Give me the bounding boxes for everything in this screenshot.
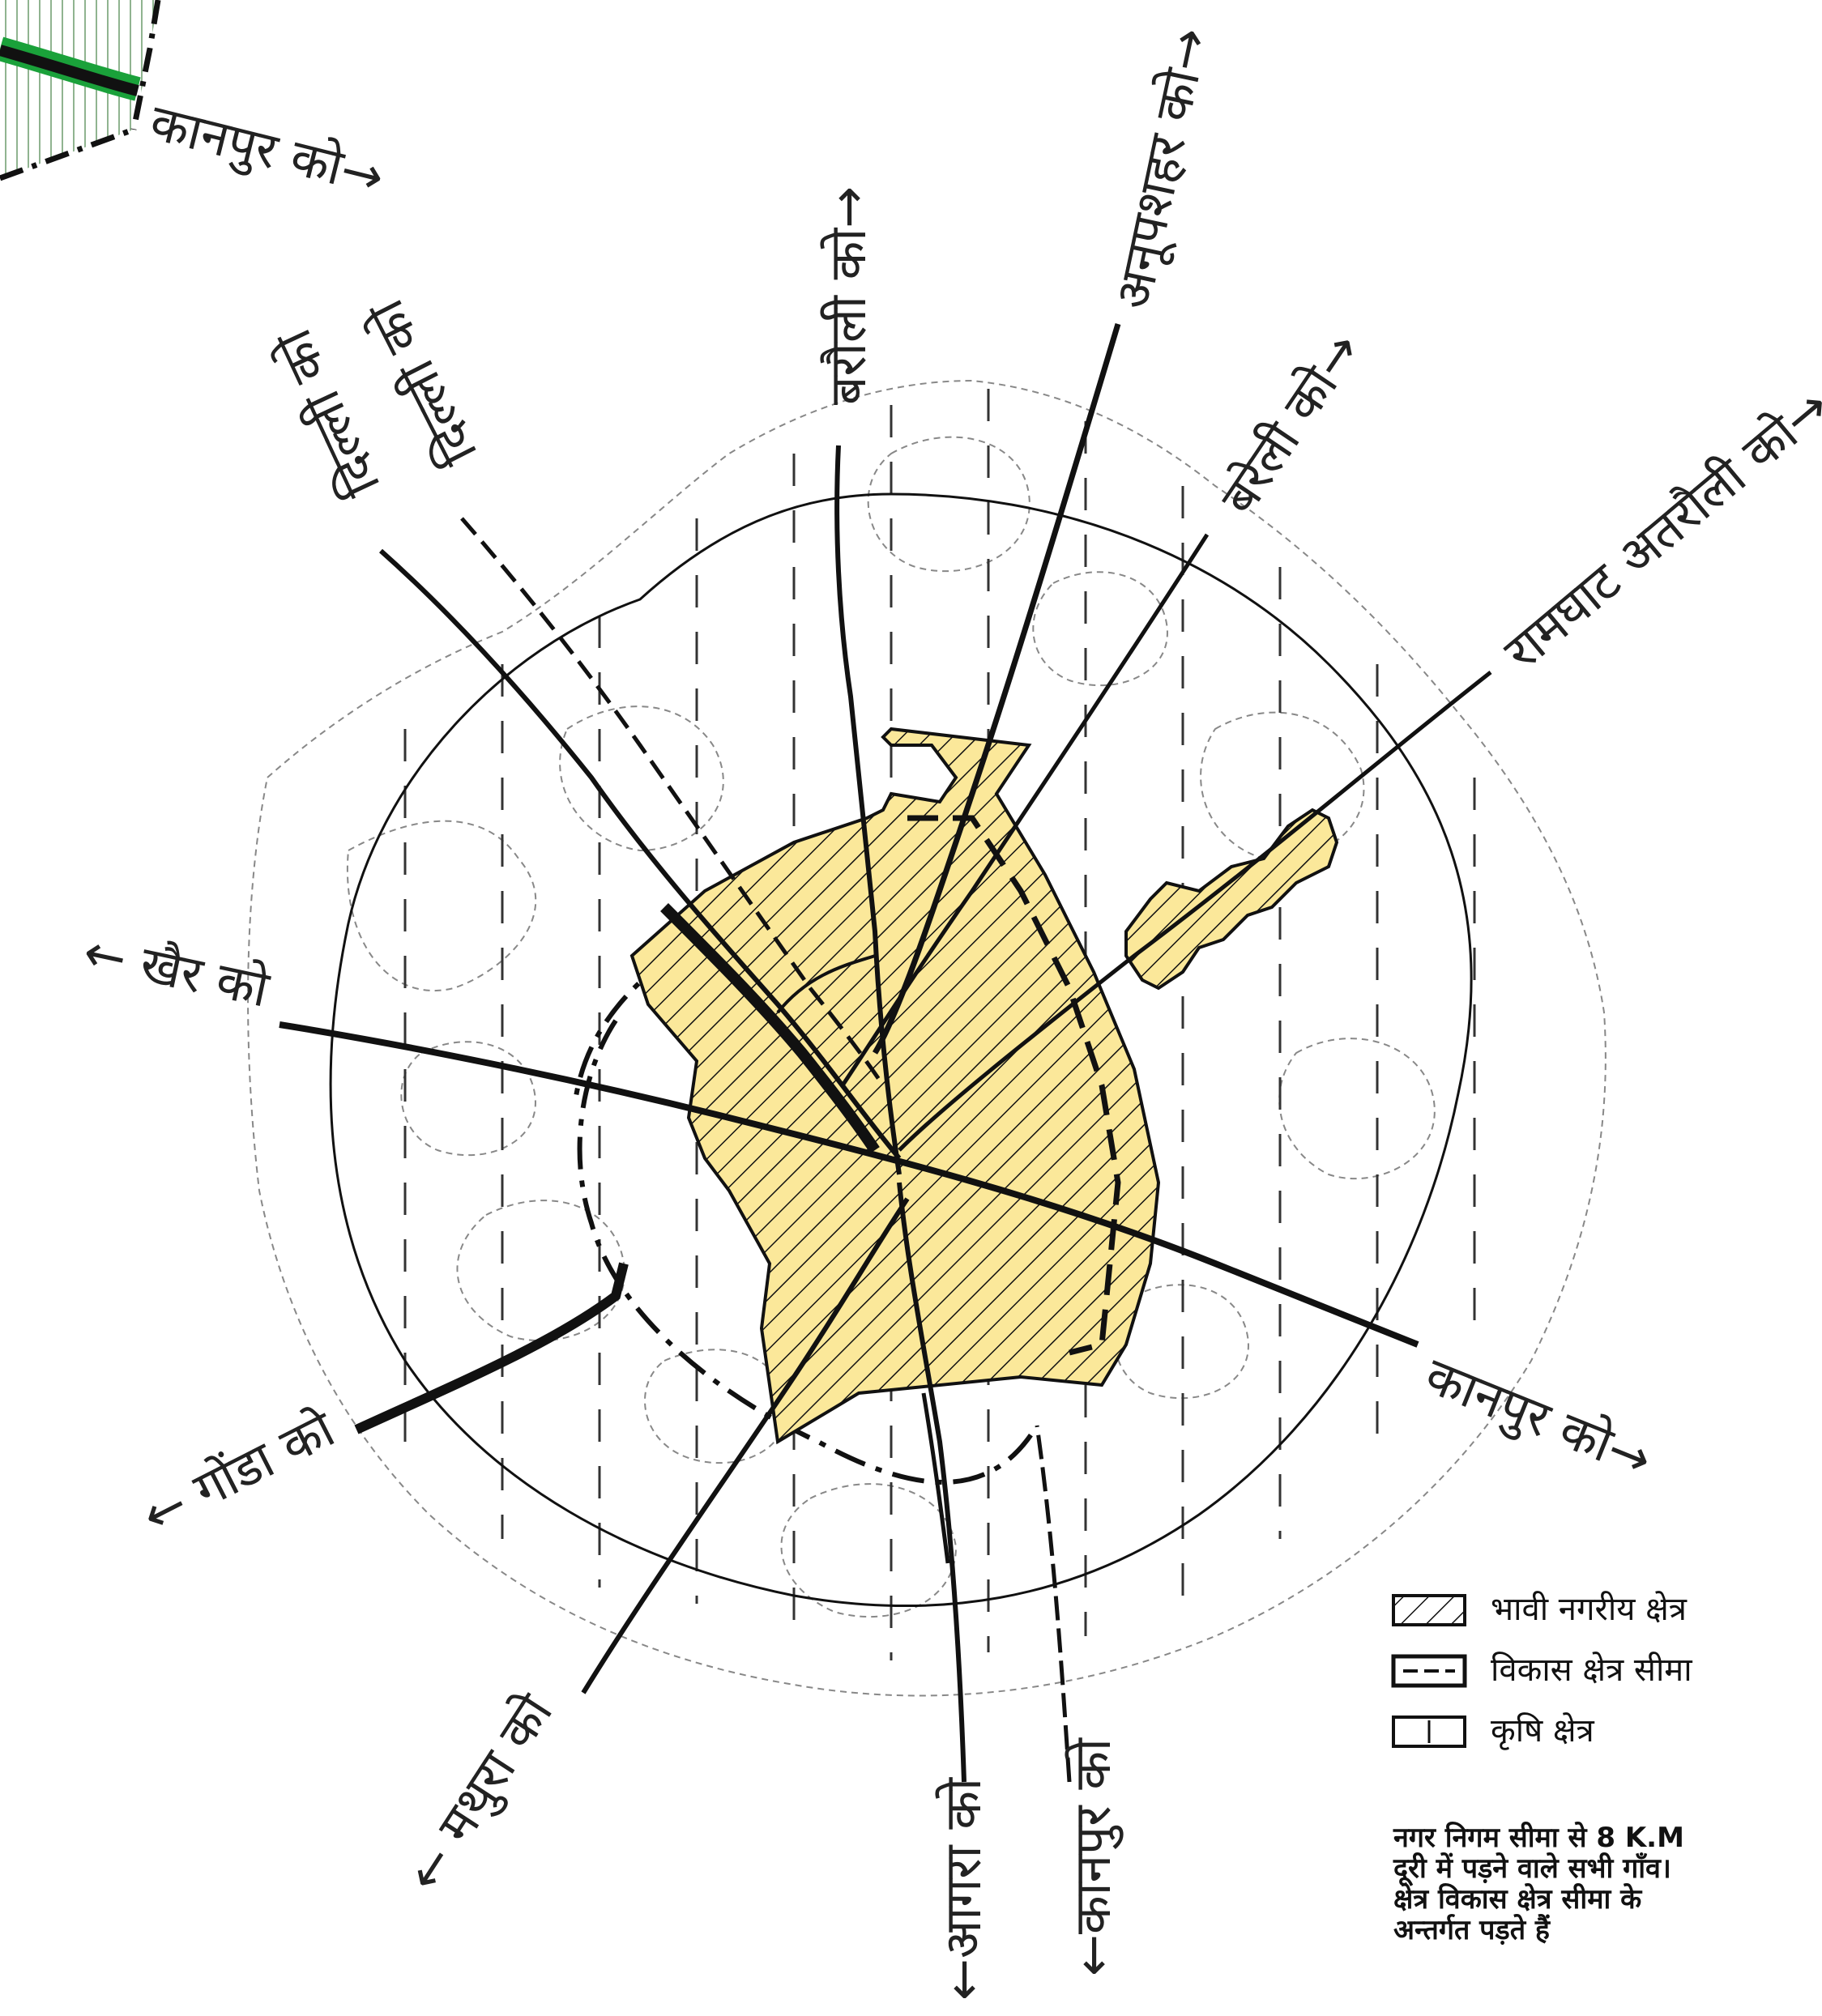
label-mathura: ← मथुरा को <box>394 1684 565 1903</box>
note-line-3: क्षेत्र विकास क्षेत्र सीमा के <box>1393 1882 1643 1916</box>
legend: भावी नगरीय क्षेत्र विकास क्षेत्र सीमा कृ… <box>1391 1591 1692 1750</box>
legend-label-future-urban: भावी नगरीय क्षेत्र <box>1491 1591 1688 1628</box>
legend-item-agriculture: कृषि क्षेत्र <box>1392 1712 1595 1750</box>
road-mathura <box>581 1197 910 1694</box>
road-network <box>279 322 1492 1783</box>
outer-boundary-ring <box>329 492 1473 1607</box>
map-note: नगर निगम सीमा से 8 K.M दूरी में पड़ने वा… <box>1393 1821 1684 1946</box>
label-kanpur-bottom: ←कानपुर को <box>1063 1737 1124 1976</box>
label-bareli: बरेली को→ <box>1209 322 1373 526</box>
road-kanpur-south <box>1035 1425 1072 1783</box>
road-internal-link <box>776 954 876 1014</box>
note-line-2: दूरी में पड़ने वाले सभी गाँव। <box>1393 1852 1671 1886</box>
note-line-1: नगर निगम सीमा से 8 K.M <box>1393 1821 1684 1854</box>
label-ramghat: रामघाट अतरौली को→ <box>1493 376 1822 681</box>
road-gonda <box>354 1262 629 1434</box>
label-kanpur-top: कानपुर को→ <box>144 92 390 209</box>
label-gonda: ← गोंडा को <box>133 1399 344 1545</box>
road-agra-2 <box>921 1392 950 1564</box>
label-barauli-fix: बरौली को→ <box>818 186 877 405</box>
future-urban-area <box>629 727 1339 1445</box>
road-khair-kanpur <box>279 1021 1419 1348</box>
road-delhi-1 <box>379 548 902 1160</box>
road-agra <box>897 1182 966 1783</box>
label-kanpur-right: कानपुर को→ <box>1417 1345 1661 1491</box>
note-line-4: अन्तर्गत पड़ते हैं <box>1393 1913 1551 1946</box>
legend-item-development-boundary: विकास क्षेत्र सीमा <box>1391 1652 1692 1689</box>
label-anupshahar: अनूपशहर को→ <box>1103 23 1222 315</box>
label-agra: ←आगरा को <box>933 1777 992 2001</box>
road-delhi-2 <box>460 517 885 1087</box>
road-delhi-1-heavy <box>660 903 880 1153</box>
development-boundary <box>577 1019 1039 1485</box>
road-ramghat <box>898 671 1492 1152</box>
legend-label-development-boundary: विकास क्षेत्र सीमा <box>1491 1652 1692 1689</box>
road-bareli <box>840 533 1210 1087</box>
corner-inset-map <box>0 0 161 181</box>
legend-label-agriculture: कृषि क्षेत्र <box>1491 1712 1595 1750</box>
road-barauli <box>834 445 902 1175</box>
label-khair: ← खैर को <box>79 922 275 1019</box>
legend-item-future-urban: भावी नगरीय क्षेत्र <box>1392 1591 1688 1628</box>
